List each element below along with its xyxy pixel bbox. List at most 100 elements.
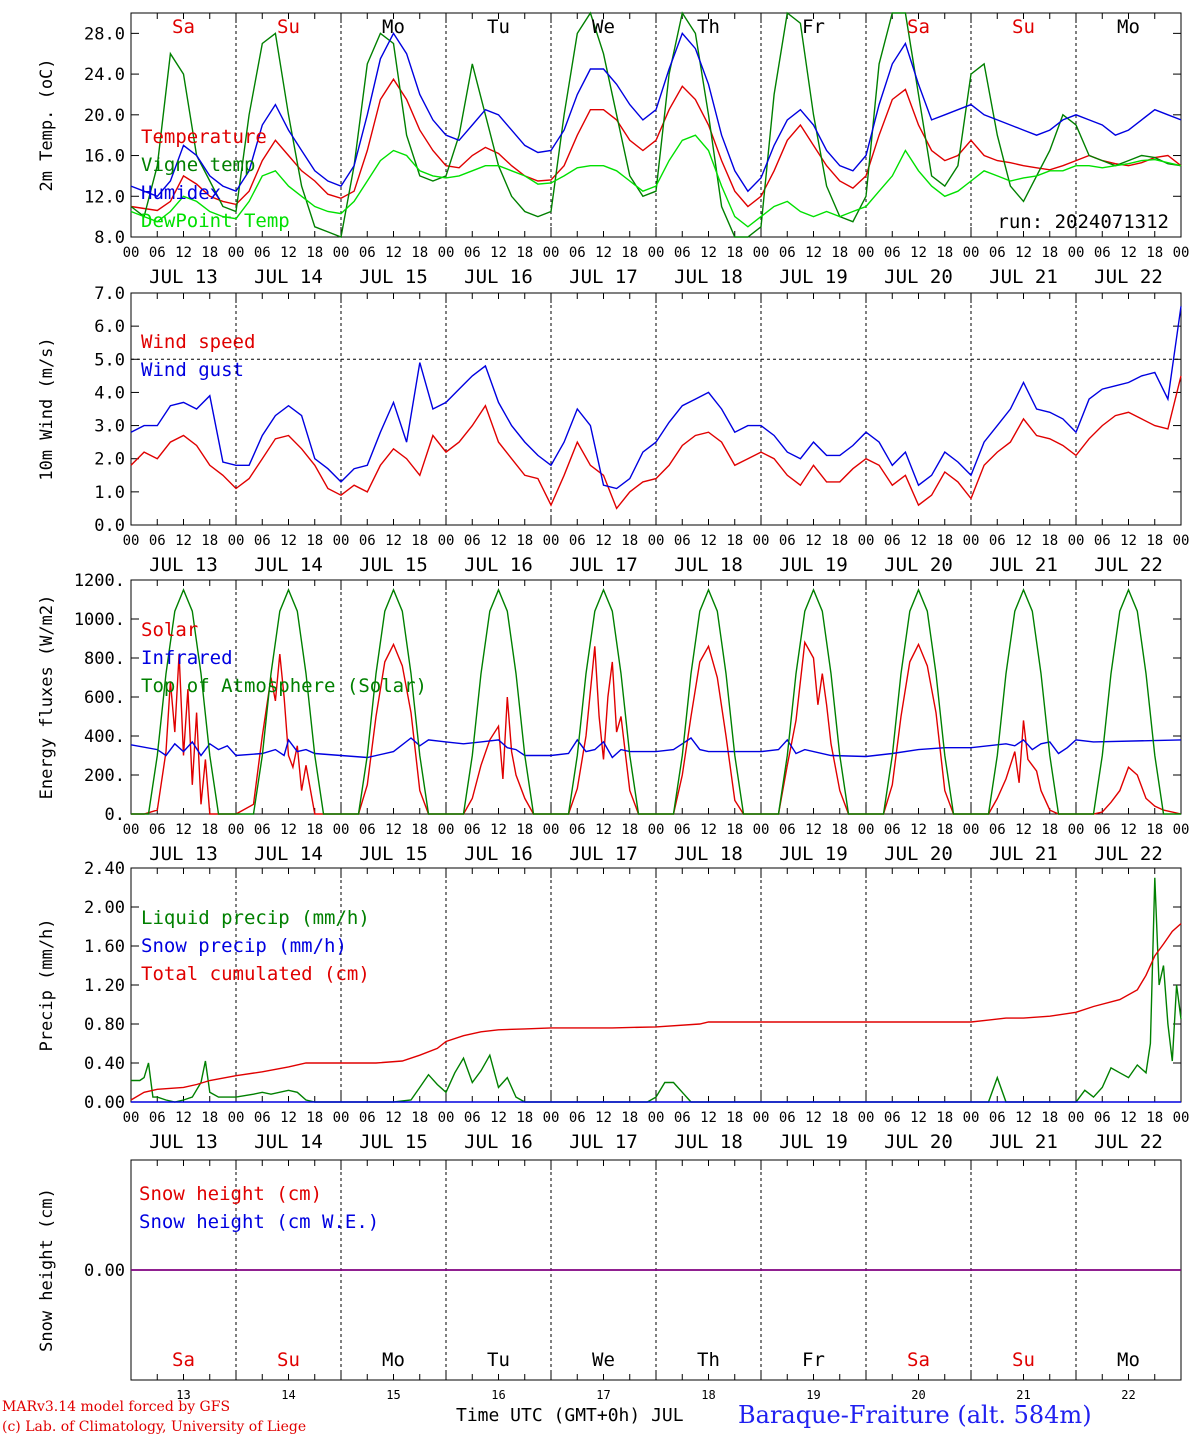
x-hour-label: 00 <box>543 533 560 549</box>
y-tick-label: 20.0 <box>84 106 125 126</box>
weekday-label-bottom: We <box>592 1349 615 1371</box>
x-hour-label: 06 <box>779 245 796 261</box>
x-date-label: JUL 22 <box>1094 843 1163 865</box>
y-axis-label: Snow height (cm) <box>37 1188 57 1352</box>
x-hour-label: 12 <box>1015 1110 1032 1126</box>
x-hour-label: 06 <box>779 822 796 838</box>
x-hour-label: 12 <box>490 1110 507 1126</box>
x-hour-label: 18 <box>936 533 953 549</box>
x-hour-label: 06 <box>149 533 166 549</box>
x-hour-label: 18 <box>1041 1110 1058 1126</box>
weekday-label: We <box>592 16 615 38</box>
x-hour-label: 18 <box>831 1110 848 1126</box>
y-tick-label: 1.20 <box>84 976 125 996</box>
x-hour-label: 18 <box>411 1110 428 1126</box>
x-date-label: JUL 15 <box>359 1131 428 1153</box>
y-tick-label: 24.0 <box>84 65 125 85</box>
lab-credit: (c) Lab. of Climatology, University of L… <box>2 1419 307 1435</box>
x-hour-label: 12 <box>910 533 927 549</box>
x-hour-label: 06 <box>464 245 481 261</box>
x-hour-label: 12 <box>175 533 192 549</box>
x-hour-label: 12 <box>175 822 192 838</box>
y-axis-label: 2m Temp. (oC) <box>37 58 57 191</box>
x-hour-label: 00 <box>1173 822 1190 838</box>
x-date-label: JUL 17 <box>569 554 638 576</box>
weekday-label: Su <box>277 16 300 38</box>
series-line <box>130 375 1182 510</box>
x-hour-label: 18 <box>936 1110 953 1126</box>
y-axis-label: Energy fluxes (W/m2) <box>37 595 57 800</box>
x-hour-label: 18 <box>1146 1110 1163 1126</box>
x-hour-label: 00 <box>438 533 455 549</box>
series-line <box>130 306 1182 490</box>
legend-entry: Temperature <box>141 126 267 148</box>
x-hour-label: 12 <box>490 822 507 838</box>
x-hour-label: 06 <box>569 245 586 261</box>
x-hour-label: 06 <box>884 822 901 838</box>
x-hour-label: 00 <box>963 1110 980 1126</box>
x-hour-label: 18 <box>621 533 638 549</box>
y-tick-label: 28.0 <box>84 24 125 44</box>
y-tick-label: 200. <box>84 766 125 786</box>
x-hour-label: 00 <box>858 1110 875 1126</box>
legend-entry: Vigne temp <box>141 154 255 176</box>
x-hour-label: 18 <box>411 822 428 838</box>
x-date-label: JUL 18 <box>674 843 743 865</box>
y-tick-label: 1000. <box>74 610 125 630</box>
x-hour-label: 12 <box>805 822 822 838</box>
x-hour-label: 18 <box>621 1110 638 1126</box>
weekday-label-bottom: Su <box>1012 1349 1035 1371</box>
x-hour-label: 06 <box>674 245 691 261</box>
x-date-label: JUL 17 <box>569 266 638 288</box>
legend-entry: Humidex <box>141 182 221 204</box>
x-hour-label: 12 <box>805 533 822 549</box>
day-number-label: 18 <box>701 1388 715 1402</box>
x-date-label: JUL 17 <box>569 843 638 865</box>
x-hour-label: 18 <box>201 822 218 838</box>
y-tick-label: 0.00 <box>84 1093 125 1113</box>
x-hour-label: 00 <box>543 1110 560 1126</box>
x-date-label: JUL 19 <box>779 266 848 288</box>
x-hour-label: 12 <box>175 1110 192 1126</box>
x-hour-label: 12 <box>1120 1110 1137 1126</box>
x-date-label: JUL 18 <box>674 1131 743 1153</box>
x-date-label: JUL 19 <box>779 843 848 865</box>
day-number-label: 20 <box>911 1388 925 1402</box>
model-credit: MARv3.14 model forced by GFS <box>2 1399 231 1415</box>
weekday-label-bottom: Mo <box>382 1349 405 1371</box>
x-hour-label: 06 <box>884 1110 901 1126</box>
legend-entry: Top of Atmosphere (Solar) <box>141 675 427 697</box>
x-date-label: JUL 22 <box>1094 266 1163 288</box>
x-hour-label: 18 <box>1041 245 1058 261</box>
x-hour-label: 18 <box>306 533 323 549</box>
x-hour-label: 12 <box>490 533 507 549</box>
y-tick-label: 400. <box>84 727 125 747</box>
y-tick-label: 0. <box>105 805 125 825</box>
x-hour-label: 06 <box>989 533 1006 549</box>
weekday-label: Su <box>1012 16 1035 38</box>
x-date-label: JUL 19 <box>779 554 848 576</box>
x-hour-label: 00 <box>753 1110 770 1126</box>
x-date-label: JUL 14 <box>254 554 323 576</box>
x-hour-label: 18 <box>516 822 533 838</box>
weekday-label-bottom: Sa <box>172 1349 195 1371</box>
y-tick-label: 2.00 <box>84 898 125 918</box>
x-date-label: JUL 13 <box>149 843 218 865</box>
y-tick-label: 2.40 <box>84 859 125 879</box>
y-tick-label: 5.0 <box>94 350 125 370</box>
x-hour-label: 00 <box>228 1110 245 1126</box>
x-hour-label: 00 <box>963 245 980 261</box>
y-tick-label: 1.60 <box>84 937 125 957</box>
x-hour-label: 18 <box>726 822 743 838</box>
x-hour-label: 06 <box>359 822 376 838</box>
x-hour-label: 18 <box>516 533 533 549</box>
x-hour-label: 00 <box>753 245 770 261</box>
station-name: Baraque-Fraiture (alt. 584m) <box>738 1401 1092 1429</box>
x-hour-label: 06 <box>359 1110 376 1126</box>
x-hour-label: 00 <box>1068 822 1085 838</box>
x-date-label: JUL 20 <box>884 266 953 288</box>
x-hour-label: 12 <box>385 822 402 838</box>
x-hour-label: 12 <box>385 533 402 549</box>
legend-entry: Wind speed <box>141 331 255 353</box>
x-hour-label: 06 <box>1094 245 1111 261</box>
